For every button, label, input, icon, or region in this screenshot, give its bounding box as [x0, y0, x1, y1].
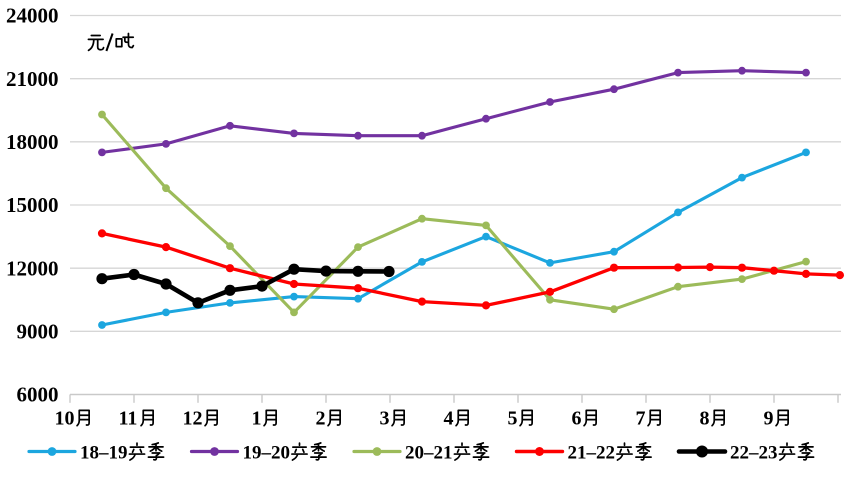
svg-text:15000: 15000	[6, 193, 59, 217]
svg-text:21–22: 21–22	[568, 442, 616, 463]
svg-text:18–19: 18–19	[80, 442, 128, 463]
svg-text:22–23: 22–23	[730, 442, 778, 463]
svg-text:6000: 6000	[17, 383, 59, 407]
svg-text:11: 11	[119, 408, 138, 430]
svg-text:24000: 24000	[6, 4, 59, 28]
svg-text:3: 3	[380, 408, 390, 430]
svg-text:4: 4	[444, 408, 454, 430]
svg-text:5: 5	[508, 408, 518, 430]
svg-text:20–21: 20–21	[405, 442, 453, 463]
svg-text:12: 12	[183, 408, 203, 430]
svg-text:8: 8	[700, 408, 710, 430]
svg-text:21000: 21000	[6, 67, 59, 91]
svg-text:9: 9	[764, 408, 774, 430]
svg-text:12000: 12000	[6, 256, 59, 280]
svg-text:9000: 9000	[17, 320, 59, 344]
svg-text:1: 1	[252, 408, 262, 430]
svg-text:18000: 18000	[6, 130, 59, 154]
svg-text:7: 7	[636, 408, 646, 430]
svg-text:2: 2	[316, 408, 326, 430]
svg-text:19–20: 19–20	[243, 442, 291, 463]
svg-text:10: 10	[55, 408, 75, 430]
svg-text:6: 6	[572, 408, 582, 430]
